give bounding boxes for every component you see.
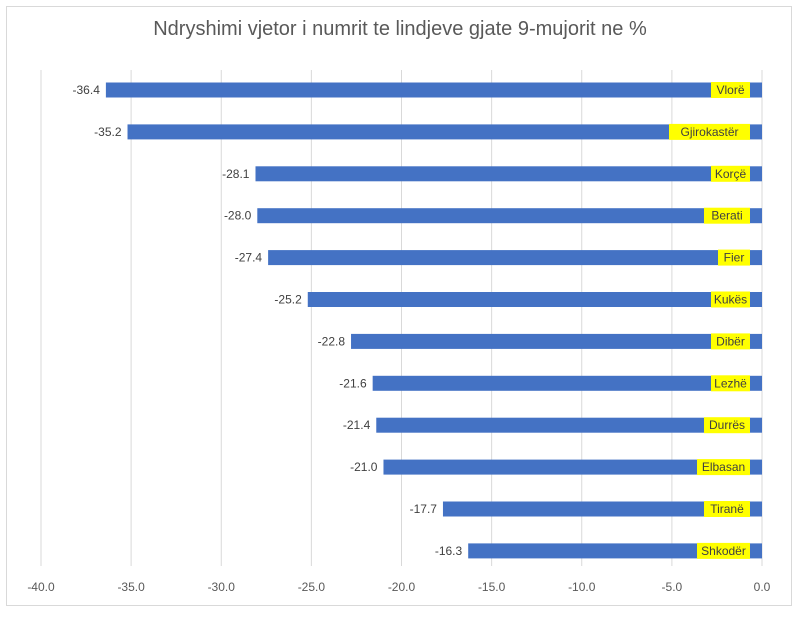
x-tick-label: -40.0 <box>27 580 55 594</box>
bars <box>105 82 762 559</box>
data-label: -25.2 <box>274 293 302 307</box>
category-label: Fier <box>724 251 745 265</box>
data-label: -21.0 <box>350 460 378 474</box>
labels: -36.4 Vlorë -35.2 Gjirokastër -28.1 Korçë -28.… <box>73 82 750 559</box>
category-label: Tiranë <box>710 502 744 516</box>
category-label: Elbasan <box>702 460 745 474</box>
data-label: -17.7 <box>410 502 438 516</box>
category-label-bg <box>711 291 750 308</box>
bar <box>307 292 762 307</box>
data-label: -35.2 <box>94 125 122 139</box>
category-label-bg <box>711 165 750 182</box>
category-label: Durrës <box>709 418 745 432</box>
category-label: Korçë <box>715 167 747 181</box>
category-label-bg <box>704 207 750 224</box>
x-axis: -40.0 -35.0 -30.0 -25.0 -20.0 -15.0 -10.0 -5.0 0… <box>27 580 770 594</box>
data-label: -16.3 <box>435 544 463 558</box>
bar <box>351 333 762 349</box>
x-tick-label: -10.0 <box>568 580 596 594</box>
x-tick-label: -35.0 <box>117 580 145 594</box>
x-tick-label: -5.0 <box>662 580 683 594</box>
category-label-bg <box>697 542 750 559</box>
category-label-bg <box>711 82 750 98</box>
bar <box>468 543 762 559</box>
bar <box>442 501 762 517</box>
category-label-bg <box>704 417 750 434</box>
bar <box>268 250 762 266</box>
bar <box>372 375 762 391</box>
bar <box>257 208 762 224</box>
bar <box>376 417 762 433</box>
category-label: Gjirokastër <box>680 125 738 139</box>
data-label: -22.8 <box>318 334 346 348</box>
bar <box>105 82 762 98</box>
x-tick-label: -20.0 <box>388 580 416 594</box>
category-label: Kukës <box>714 293 747 307</box>
category-label-bg <box>711 375 750 392</box>
category-label-bg <box>704 501 750 517</box>
category-label-bg <box>669 123 750 140</box>
data-label: -21.6 <box>339 376 367 390</box>
category-label: Lezhë <box>714 376 747 390</box>
bar <box>255 166 762 182</box>
category-label: Vlorë <box>716 83 744 97</box>
data-label: -28.1 <box>222 167 250 181</box>
x-tick-label: 0.0 <box>754 580 771 594</box>
gridlines <box>40 70 763 566</box>
data-label: -21.4 <box>343 418 371 432</box>
data-label: -36.4 <box>73 83 101 97</box>
category-label-bg <box>697 459 750 476</box>
category-label: Shkodër <box>701 544 746 558</box>
category-label: Dibër <box>716 334 745 348</box>
x-tick-label: -15.0 <box>478 580 506 594</box>
data-label: -27.4 <box>235 251 263 265</box>
chart-title: Ndryshimi vjetor i numrit te lindjeve gj… <box>153 18 647 40</box>
category-label: Berati <box>711 209 742 223</box>
x-tick-label: -30.0 <box>208 580 236 594</box>
category-label-bg <box>711 333 750 350</box>
data-label: -28.0 <box>224 209 252 223</box>
bar <box>127 124 762 140</box>
category-label-bg <box>718 249 750 266</box>
bar <box>383 459 762 475</box>
x-tick-label: -25.0 <box>298 580 326 594</box>
